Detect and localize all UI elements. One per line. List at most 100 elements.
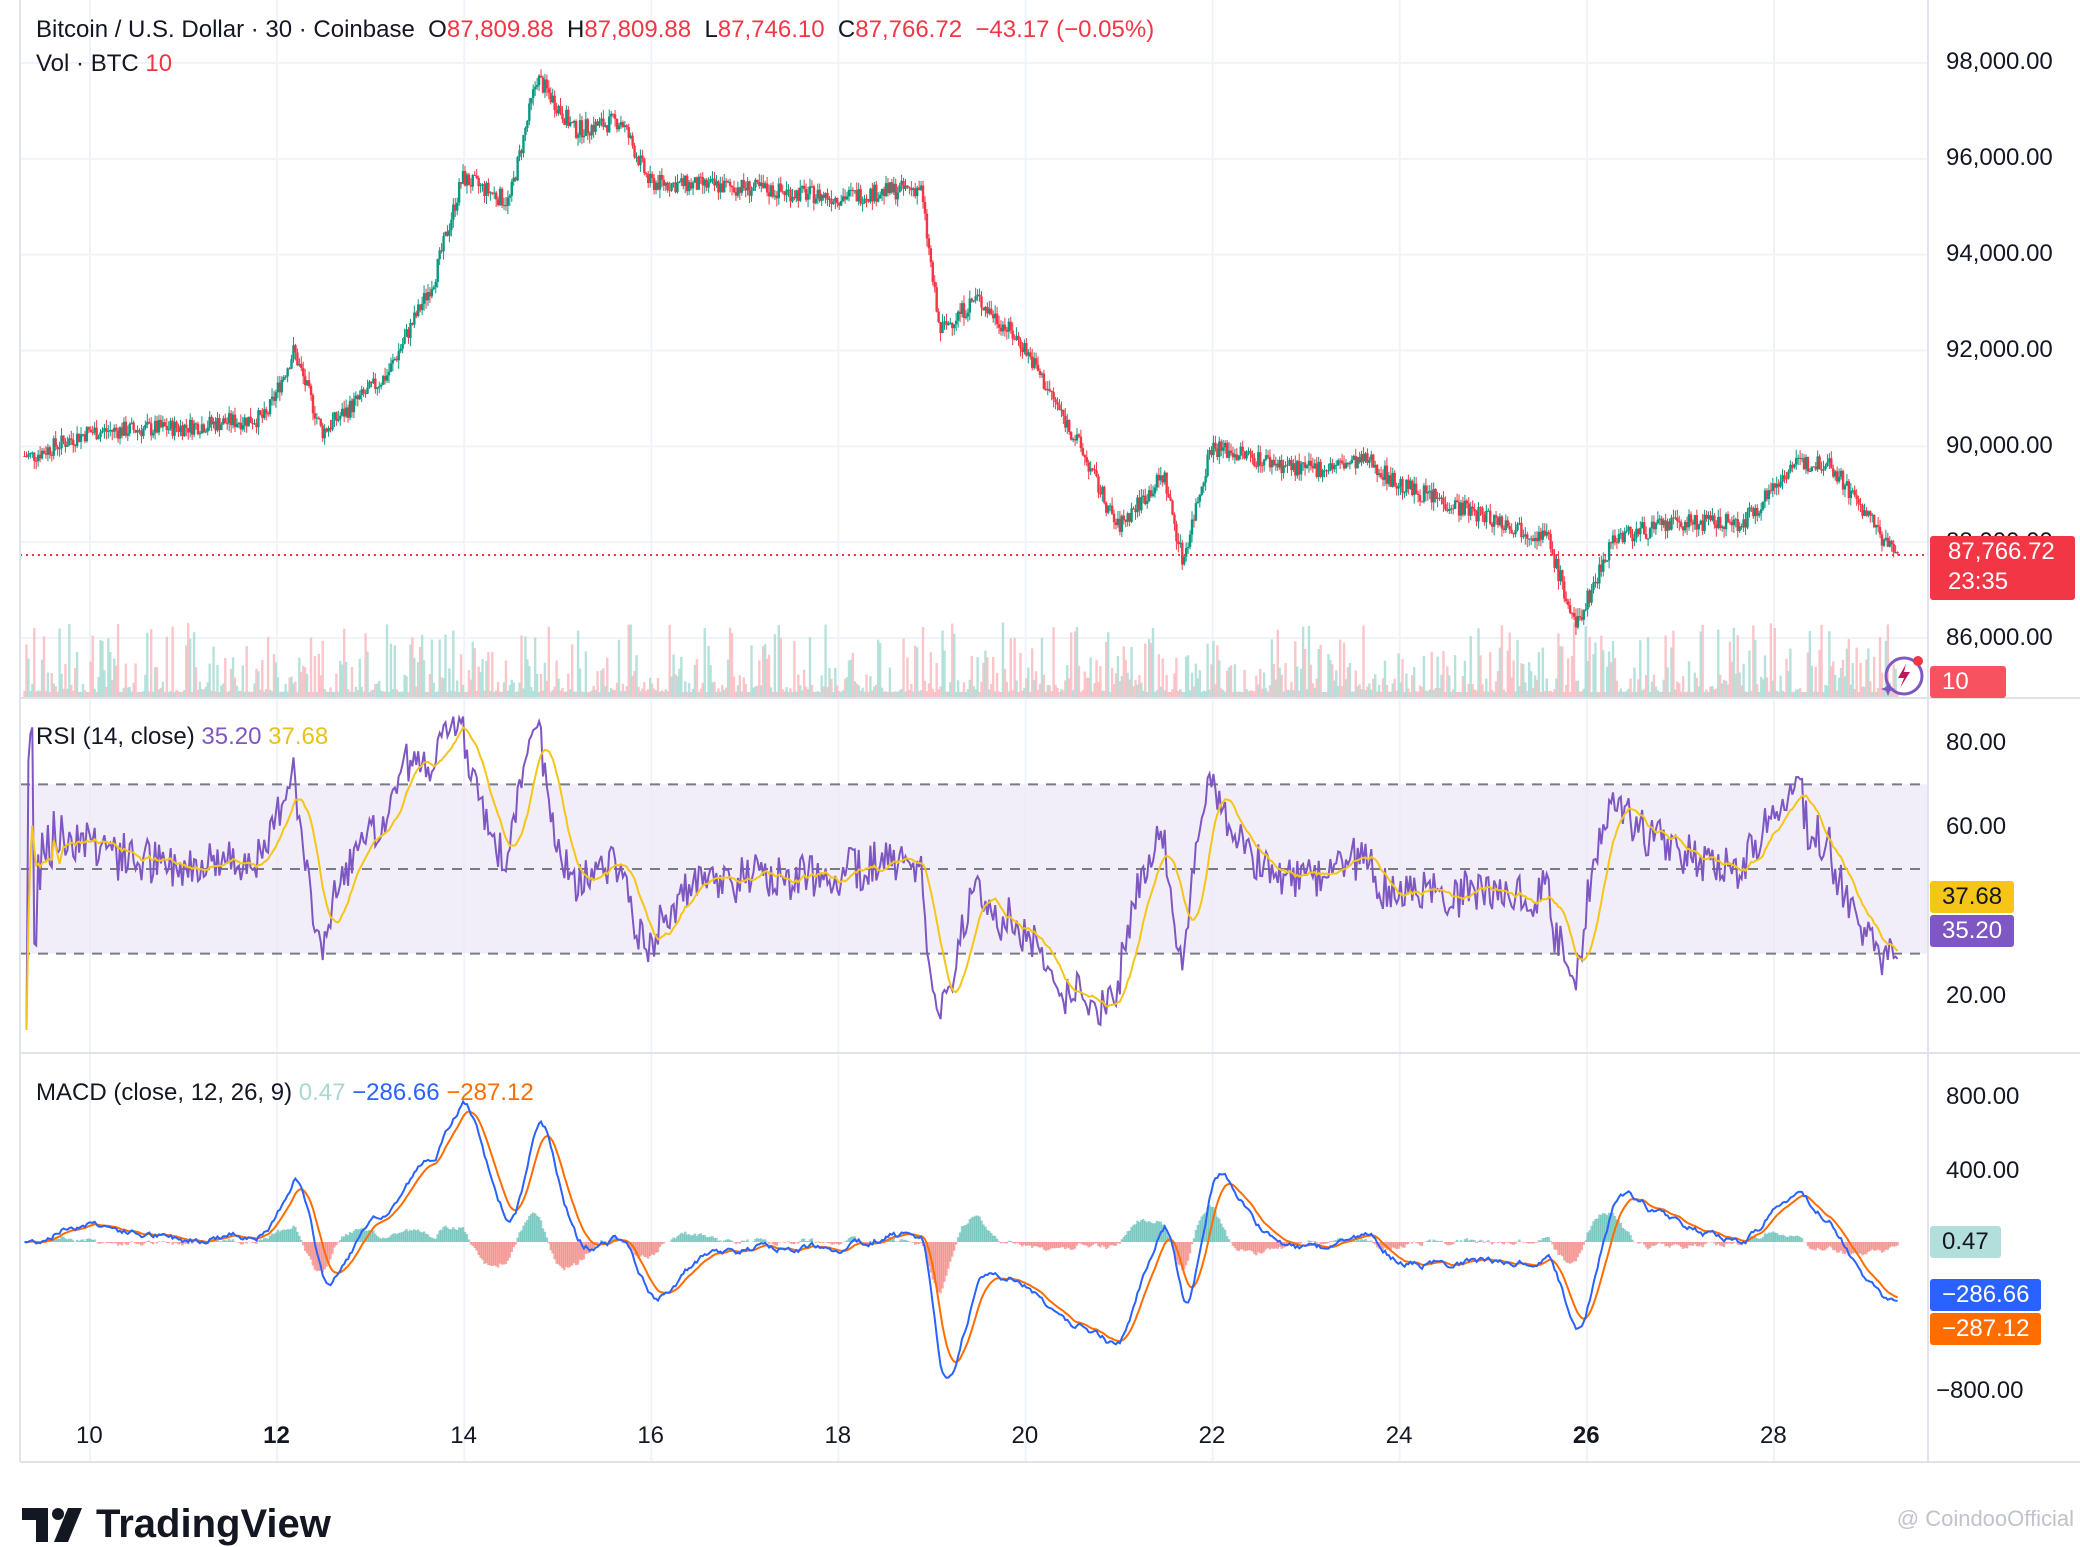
- candle-body: [1629, 527, 1631, 534]
- volume-bar: [1538, 652, 1540, 698]
- candle-body: [1787, 472, 1789, 479]
- macd-tick: 800.00: [1946, 1083, 2019, 1111]
- rsi-ma-badge: 37.68: [1930, 881, 2014, 913]
- candle-body: [1199, 495, 1201, 502]
- candle-body: [1261, 465, 1263, 466]
- volume-bar: [953, 634, 955, 698]
- candle-body: [1485, 511, 1487, 522]
- candle-body: [27, 454, 29, 457]
- candle-body: [58, 448, 60, 449]
- volume-bar: [92, 636, 94, 698]
- candle-body: [534, 87, 536, 89]
- candle-body: [1380, 473, 1382, 477]
- candle-body: [953, 324, 955, 328]
- candle-body: [1146, 501, 1148, 504]
- symbol-title[interactable]: Bitcoin / U.S. Dollar · 30 · Coinbase: [36, 16, 415, 43]
- candle-body: [1222, 447, 1224, 450]
- time-tick: 20: [1012, 1422, 1039, 1450]
- candle-body: [152, 433, 154, 436]
- candle-body: [1050, 391, 1052, 392]
- candle-body: [980, 296, 982, 307]
- rsi-pane: [20, 717, 1928, 1030]
- volume-bar: [314, 656, 316, 698]
- volume-bar: [1319, 645, 1321, 698]
- macd-hist-bar: [255, 1242, 257, 1244]
- macd-hist-bar: [1300, 1242, 1302, 1243]
- candle-body: [614, 114, 616, 119]
- volume-bar: [1107, 632, 1109, 698]
- volume-legend: Vol · BTC 10: [36, 50, 172, 78]
- macd-hist-bar: [156, 1242, 158, 1244]
- candle-body: [1746, 512, 1748, 528]
- candle-body: [553, 96, 555, 110]
- candle-body: [1678, 521, 1680, 522]
- candle-body: [536, 85, 538, 87]
- candle-body: [1306, 465, 1308, 468]
- candle-body: [1206, 454, 1208, 476]
- candle-body: [421, 304, 423, 310]
- rsi-label[interactable]: RSI (14, close): [36, 723, 195, 750]
- candle-body: [495, 193, 497, 200]
- candle-body: [1733, 520, 1735, 526]
- macd-hist-bar: [787, 1241, 789, 1242]
- candle-body: [129, 424, 131, 434]
- candle-body: [431, 289, 433, 296]
- price-candles: [23, 69, 1898, 635]
- candle-body: [1779, 482, 1781, 487]
- candle-body: [1477, 507, 1479, 521]
- candle-body: [1481, 508, 1483, 515]
- candle-body: [809, 186, 811, 194]
- candle-body: [1351, 460, 1353, 463]
- candle-body: [1510, 530, 1512, 533]
- candle-body: [780, 184, 782, 192]
- candle-body: [1093, 469, 1095, 470]
- candle-body: [1489, 511, 1491, 524]
- candle-body: [676, 182, 678, 192]
- candle-body: [437, 259, 439, 282]
- macd-label[interactable]: MACD (close, 12, 26, 9): [36, 1079, 292, 1106]
- candle-body: [1824, 466, 1826, 469]
- macd-hist-bar: [1191, 1242, 1193, 1244]
- volume-value: 10: [145, 50, 172, 77]
- volume-bar: [916, 647, 918, 698]
- volume-badge: 10: [1930, 666, 2006, 698]
- candle-body: [1643, 522, 1645, 534]
- volume-bar: [246, 646, 248, 698]
- candle-body: [934, 282, 936, 287]
- candle-body: [1019, 340, 1021, 348]
- macd-hist-bar: [663, 1242, 665, 1244]
- candle-body: [807, 194, 809, 200]
- volume-bar: [1639, 640, 1641, 698]
- candle-body: [1879, 527, 1881, 534]
- macd-hist-bar: [1456, 1240, 1458, 1242]
- candle-body: [926, 214, 928, 239]
- magic-alert-icon[interactable]: [1880, 652, 1926, 698]
- candle-body: [1680, 522, 1682, 526]
- candle-body: [861, 203, 863, 204]
- candle-body: [1403, 492, 1405, 493]
- open-value: 87,809.88: [447, 16, 554, 43]
- candle-body: [1335, 465, 1337, 466]
- candle-body: [587, 119, 589, 133]
- candle-body: [546, 80, 548, 89]
- candle-body: [1444, 504, 1446, 509]
- macd-pane: [25, 1102, 1899, 1378]
- candle-body: [468, 175, 470, 186]
- candle-body: [501, 189, 503, 206]
- candle-body: [1830, 458, 1832, 468]
- macd-hist-bar: [514, 1242, 516, 1245]
- candle-body: [1130, 508, 1132, 521]
- macd-hist-bar: [1010, 1241, 1012, 1242]
- volume-label[interactable]: Vol · BTC: [36, 50, 139, 77]
- candle-body: [752, 187, 754, 191]
- candle-body: [353, 399, 355, 412]
- volume-bar: [444, 634, 446, 698]
- candle-body: [540, 76, 542, 78]
- candle-body: [526, 121, 528, 128]
- volume-bar: [1442, 651, 1444, 698]
- macd-hist-bar: [1705, 1242, 1707, 1243]
- time-tick: 22: [1199, 1422, 1226, 1450]
- rsi-legend: RSI (14, close) 35.20 37.68: [36, 723, 328, 751]
- candle-body: [286, 368, 288, 376]
